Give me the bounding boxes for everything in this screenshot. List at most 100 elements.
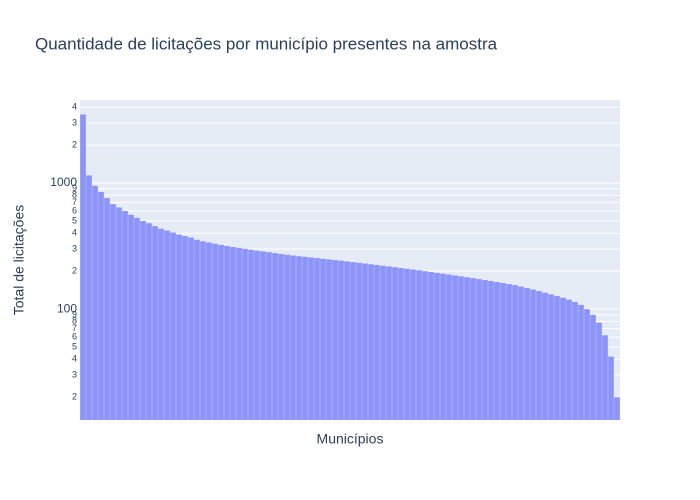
bar [122,211,128,420]
bar [236,247,242,420]
y-tick-label: 5 [72,341,77,351]
bar [506,284,512,420]
bar [98,191,104,420]
bar [266,252,272,420]
plot-area [80,100,620,420]
bar [206,242,212,420]
bar [128,214,134,420]
bar [608,356,614,420]
bar [392,267,398,420]
bar [314,258,320,420]
bar [110,204,116,420]
bar [536,291,542,420]
bar [308,257,314,420]
bar [446,274,452,420]
y-tick-label: 3 [72,369,77,379]
bar [584,309,590,420]
y-tick-label: 2 [72,392,77,402]
bar [248,249,254,420]
y-tick-label: 9 [72,309,77,319]
bar [290,255,296,420]
bar [194,239,200,420]
bar [296,256,302,420]
chart-title: Quantidade de licitações por município p… [35,34,498,53]
bar [572,301,578,420]
bar [188,237,194,420]
x-axis-title: Municípios [317,431,384,447]
bar [278,253,284,420]
bar [542,292,548,420]
y-tick-label: 6 [72,205,77,215]
bar [488,281,494,420]
y-tick-label: 2 [72,266,77,276]
bar [482,280,488,420]
bar [428,272,434,420]
bar [476,279,482,420]
bar [602,335,608,420]
y-tick-label: 4 [72,102,77,112]
bar [230,247,236,420]
bar [578,304,584,420]
bar [590,314,596,420]
bar [170,232,176,420]
bar [158,228,164,420]
y-tick-label: 5 [72,215,77,225]
bar [386,266,392,420]
bar [146,223,152,420]
bar [518,286,524,420]
bar [560,297,566,420]
y-tick-label: 7 [72,323,77,333]
bar [302,256,308,420]
bar [104,198,110,420]
bar [362,263,368,420]
y-tick-label: 8 [72,316,77,326]
bar [470,278,476,420]
bar [80,114,86,420]
bar [374,264,380,420]
bar [500,283,506,420]
bar [410,269,416,420]
bar [614,397,620,420]
bar [116,207,122,420]
bar [380,265,386,420]
bar [212,243,218,420]
y-tick-label: 3 [72,117,77,127]
bar [530,289,536,420]
y-tick-label: 6 [72,331,77,341]
bar [368,264,374,420]
y-tick-label: 1000 [50,175,77,189]
y-tick-label: 4 [72,228,77,238]
bar [548,294,554,420]
bar [224,245,230,420]
y-tick-label: 2 [72,139,77,149]
bar [332,260,338,420]
bar [134,217,140,420]
bar [464,277,470,420]
grid [80,106,620,398]
bar [554,296,560,420]
bars [80,114,620,420]
bar [260,251,266,420]
bar [200,241,206,420]
bar [524,288,530,420]
y-tick-label: 4 [72,354,77,364]
bar [242,248,248,420]
bar [452,275,458,420]
bar [338,260,344,420]
bar [422,271,428,420]
bar [320,258,326,420]
bar [326,259,332,420]
bar [566,299,572,420]
bar [596,322,602,420]
bar [218,244,224,420]
bar [284,254,290,420]
bar [512,285,518,420]
bar [344,261,350,420]
bar [356,262,362,420]
bar [440,273,446,420]
bar [494,282,500,420]
bar [398,267,404,420]
bar [86,175,92,420]
bar [350,262,356,420]
y-axis-title: Total de licitações [11,205,27,316]
